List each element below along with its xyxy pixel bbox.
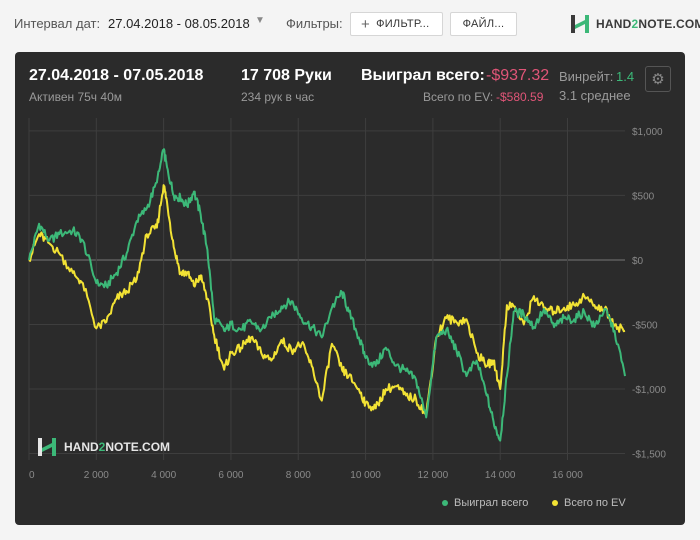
series-line-won (28, 148, 626, 442)
x-tick-label: 8 000 (286, 470, 311, 481)
hands-per-hour: 234 рук в час (241, 90, 315, 104)
date-interval-select[interactable]: 27.04.2018 - 08.05.2018 (108, 16, 250, 31)
y-tick-label: -$1,000 (632, 385, 666, 396)
winrate-value: 1.4 (616, 69, 635, 84)
x-tick-label: 10 000 (350, 470, 381, 481)
x-tick-label: 16 000 (552, 470, 583, 481)
x-tick-label: 0 (29, 470, 35, 481)
average-winrate: 3.1 среднее (559, 88, 631, 103)
x-tick-label: 14 000 (485, 470, 516, 481)
legend-dot-won (442, 500, 448, 506)
file-button-label: ФАЙЛ... (462, 18, 505, 30)
x-tick-label: 4 000 (151, 470, 176, 481)
y-tick-label: $500 (632, 191, 655, 202)
won-total-value: -$937.32 (486, 67, 550, 84)
logo: HAND2NOTE.COM (570, 13, 700, 35)
filter-button-label: ФИЛЬТР... (376, 18, 430, 30)
plus-icon: + (361, 15, 371, 33)
chart-watermark: HAND2NOTE.COM (37, 436, 170, 458)
legend-label-won: Выиграл всего (454, 497, 529, 509)
won-total-label: Выиграл всего: (361, 67, 485, 84)
y-tick-label: -$1,500 (632, 450, 666, 461)
hand2note-logo-icon (571, 15, 589, 33)
top-toolbar: Интервал дат: 27.04.2018 - 08.05.2018 ▼ … (0, 0, 700, 52)
x-tick-label: 12 000 (418, 470, 449, 481)
hands-count: 17 708 Руки (241, 67, 332, 84)
hand2note-watermark-icon (38, 438, 56, 456)
y-tick-label: $1,000 (632, 127, 663, 138)
legend-label-ev: Всего по EV (564, 497, 626, 509)
active-time: Активен 75ч 40м (29, 90, 122, 104)
profit-chart: 0 2 000 4 000 6 000 8 000 10 000 12 000 14 000 1… (28, 118, 666, 481)
filter-button[interactable]: + ФИЛЬТР... (350, 12, 443, 36)
ev-total-label: Всего по EV: (423, 90, 494, 104)
winrate-label: Винрейт: (559, 69, 614, 84)
chevron-down-icon[interactable]: ▼ (255, 15, 265, 26)
series-line-ev (28, 184, 626, 416)
logo-text: HAND2NOTE.COM (596, 17, 700, 31)
y-tick-label: -$500 (632, 320, 658, 331)
watermark-text: HAND2NOTE.COM (64, 440, 171, 454)
date-interval-label: Интервал дат: (14, 16, 101, 31)
filters-label: Фильтры: (286, 16, 343, 31)
y-tick-label: $0 (632, 256, 644, 267)
legend-item-ev[interactable]: Всего по EV (552, 497, 626, 509)
x-tick-label: 6 000 (218, 470, 243, 481)
ev-total-value: -$580.59 (496, 90, 544, 104)
results-panel: 27.04.2018 - 07.05.2018 Активен 75ч 40м … (15, 52, 685, 525)
file-button[interactable]: ФАЙЛ... (450, 12, 517, 36)
settings-button[interactable]: ⚙ (645, 66, 671, 92)
legend-dot-ev (552, 500, 558, 506)
x-tick-label: 2 000 (84, 470, 109, 481)
gear-icon: ⚙ (651, 71, 665, 88)
period-text: 27.04.2018 - 07.05.2018 (29, 67, 204, 84)
legend-item-won[interactable]: Выиграл всего (442, 497, 528, 509)
